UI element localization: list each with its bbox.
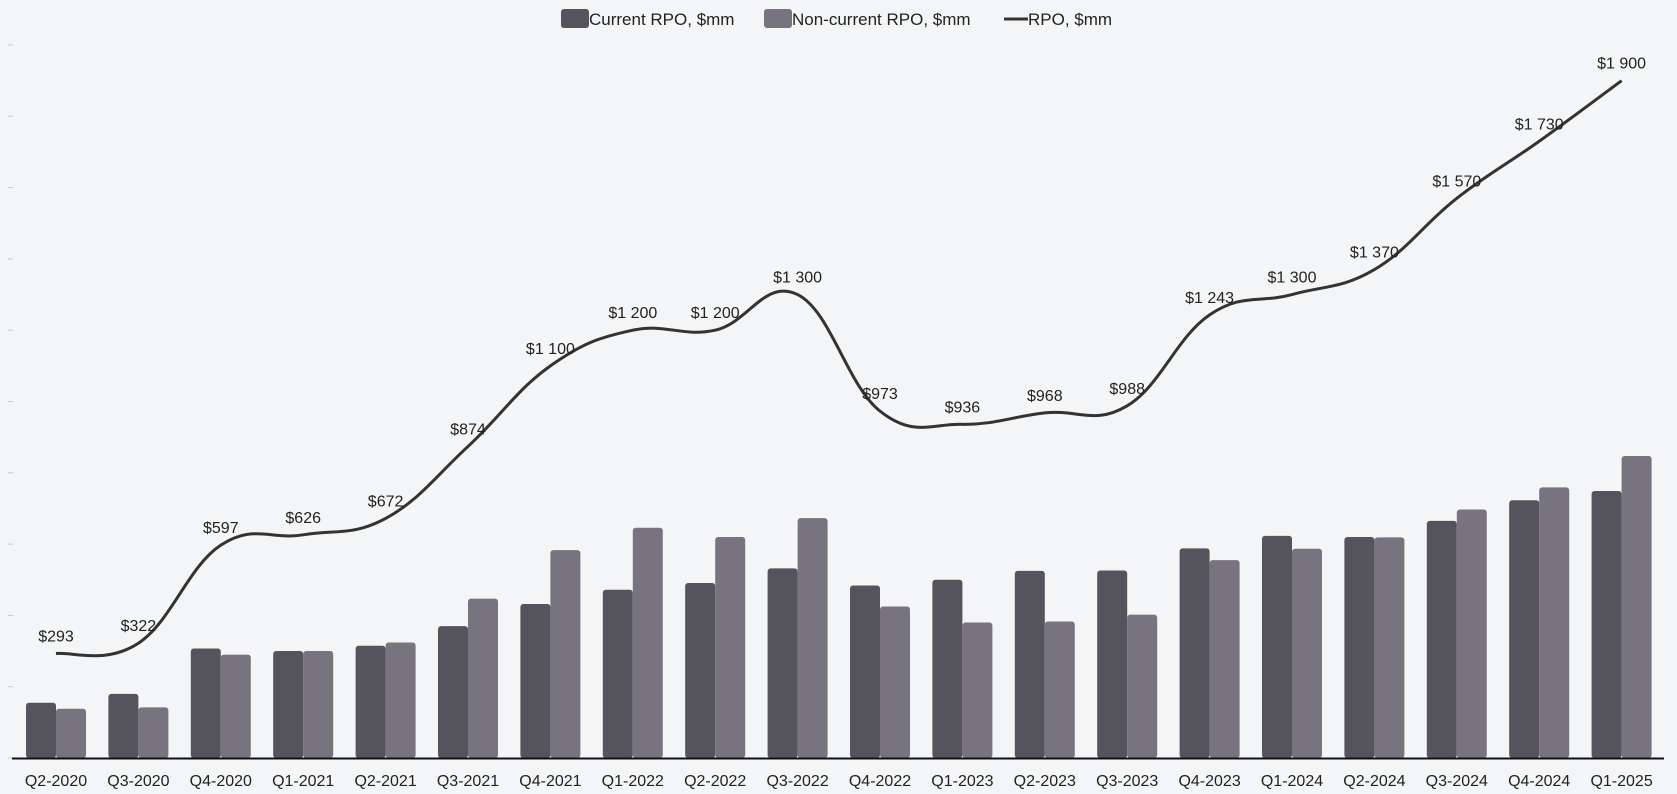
rpo-label-Q2-2023: $968: [1027, 388, 1063, 405]
x-tick-Q2-2022: Q2-2022: [684, 773, 746, 790]
rpo-label-Q1-2023: $936: [945, 399, 981, 416]
bar-noncurrent-Q3-2022: [797, 518, 828, 758]
bar-noncurrent-Q3-2021: [468, 598, 498, 758]
bar-current-Q1-2021: [273, 651, 304, 758]
legend-label-1: Non-current RPO, $mm: [792, 10, 971, 29]
rpo-label-Q2-2022: $1 200: [691, 305, 740, 322]
bar-noncurrent-Q3-2023: [1127, 614, 1158, 758]
bar-current-Q4-2020: [190, 648, 221, 758]
rpo-label-Q4-2023: $1 243: [1185, 290, 1234, 307]
bar-current-Q3-2020: [108, 693, 139, 758]
x-tick-Q3-2021: Q3-2021: [437, 773, 499, 790]
bar-current-Q1-2022: [602, 589, 633, 758]
legend-label-0: Current RPO, $mm: [589, 10, 734, 29]
bar-current-Q3-2022: [767, 568, 798, 758]
bar-noncurrent-Q4-2024: [1539, 487, 1570, 758]
x-tick-Q2-2023: Q2-2023: [1014, 773, 1076, 790]
legend-item-0: Current RPO, $mm: [561, 9, 734, 29]
bars: [26, 456, 1652, 758]
rpo-label-Q3-2022: $1 300: [773, 270, 822, 287]
legend: Current RPO, $mm Non-current RPO, $mm RPO,…: [561, 9, 1112, 29]
bar-current-Q3-2021: [438, 626, 468, 758]
bar-noncurrent-Q1-2024: [1292, 548, 1322, 758]
legend-swatch-0: [561, 9, 589, 28]
bar-current-Q4-2021: [520, 603, 551, 758]
bar-noncurrent-Q4-2020: [220, 654, 251, 758]
rpo-label-Q2-2024: $1 370: [1350, 245, 1399, 262]
bar-current-Q2-2022: [685, 582, 716, 758]
bar-noncurrent-Q2-2022: [715, 536, 746, 758]
x-tick-Q3-2020: Q3-2020: [107, 773, 169, 790]
x-tick-Q3-2024: Q3-2024: [1426, 773, 1488, 790]
bar-noncurrent-Q4-2021: [550, 550, 581, 758]
rpo-line-group: $293 $322 $597 $626 $672 $874 $1 100 $1 200 $1 2…: [38, 56, 1646, 658]
bar-current-Q2-2020: [26, 702, 56, 758]
bar-current-Q4-2022: [850, 585, 880, 758]
bar-current-Q2-2021: [355, 645, 386, 758]
x-tick-Q2-2021: Q2-2021: [354, 773, 416, 790]
x-tick-Q4-2023: Q4-2023: [1178, 773, 1240, 790]
bar-current-Q4-2024: [1509, 500, 1540, 758]
bar-current-Q2-2023: [1014, 570, 1045, 758]
bar-noncurrent-Q2-2023: [1044, 621, 1075, 758]
legend-item-1: Non-current RPO, $mm: [764, 9, 971, 29]
bar-noncurrent-Q3-2020: [138, 707, 169, 758]
rpo-label-Q3-2021: $874: [450, 421, 486, 438]
bar-noncurrent-Q2-2024: [1374, 537, 1405, 758]
rpo-label-Q4-2022: $973: [862, 386, 898, 403]
bar-noncurrent-Q3-2024: [1456, 509, 1487, 758]
bar-noncurrent-Q1-2025: [1621, 456, 1652, 758]
x-tick-Q3-2023: Q3-2023: [1096, 773, 1158, 790]
rpo-label-Q2-2020: $293: [38, 629, 74, 646]
x-tick-Q4-2020: Q4-2020: [190, 773, 252, 790]
bar-current-Q1-2023: [932, 579, 963, 758]
x-tick-Q4-2022: Q4-2022: [849, 773, 911, 790]
x-axis: Q2-2020 Q3-2020 Q4-2020 Q1-2021 Q2-2021 Q3-20…: [12, 757, 1664, 790]
bar-current-Q3-2024: [1426, 520, 1457, 758]
x-tick-Q2-2020: Q2-2020: [25, 773, 87, 790]
rpo-label-Q4-2021: $1 100: [526, 341, 575, 358]
bar-noncurrent-Q1-2023: [962, 622, 993, 758]
x-tick-Q1-2022: Q1-2022: [602, 773, 664, 790]
bar-current-Q1-2024: [1262, 535, 1292, 758]
x-tick-Q2-2024: Q2-2024: [1343, 773, 1405, 790]
rpo-label-Q3-2023: $988: [1109, 381, 1145, 398]
rpo-label-Q1-2024: $1 300: [1268, 270, 1317, 287]
x-tick-Q1-2025: Q1-2025: [1590, 773, 1652, 790]
bar-noncurrent-Q2-2021: [385, 642, 416, 758]
rpo-label-Q3-2020: $322: [121, 618, 157, 635]
bar-noncurrent-Q1-2021: [303, 651, 334, 758]
rpo-label-Q4-2024: $1 730: [1515, 116, 1564, 133]
x-tick-Q1-2021: Q1-2021: [272, 773, 334, 790]
x-tick-Q3-2022: Q3-2022: [766, 773, 828, 790]
rpo-label-Q1-2022: $1 200: [608, 305, 657, 322]
rpo-label-Q2-2021: $672: [368, 493, 404, 510]
legend-swatch-1: [764, 9, 792, 28]
x-tick-Q1-2024: Q1-2024: [1261, 773, 1323, 790]
bar-current-Q4-2023: [1179, 548, 1210, 758]
rpo-label-Q4-2020: $597: [203, 520, 239, 537]
bar-current-Q3-2023: [1097, 570, 1128, 758]
x-tick-Q4-2024: Q4-2024: [1508, 773, 1570, 790]
bar-noncurrent-Q1-2022: [632, 527, 663, 758]
x-tick-Q4-2021: Q4-2021: [519, 773, 581, 790]
y-axis-ticks: [8, 44, 13, 759]
bar-noncurrent-Q2-2020: [56, 708, 86, 758]
bar-noncurrent-Q4-2023: [1209, 560, 1240, 758]
x-tick-Q1-2023: Q1-2023: [931, 773, 993, 790]
bar-current-Q2-2024: [1344, 536, 1375, 758]
rpo-label-Q3-2024: $1 570: [1432, 173, 1481, 190]
bar-current-Q1-2025: [1591, 490, 1622, 758]
legend-item-2: RPO, $mm: [1004, 10, 1112, 29]
rpo-label-Q1-2025: $1 900: [1597, 56, 1646, 73]
legend-label-2: RPO, $mm: [1028, 10, 1112, 29]
rpo-label-Q1-2021: $626: [285, 510, 321, 527]
rpo-line: [55, 79, 1623, 658]
bar-noncurrent-Q4-2022: [880, 606, 910, 758]
